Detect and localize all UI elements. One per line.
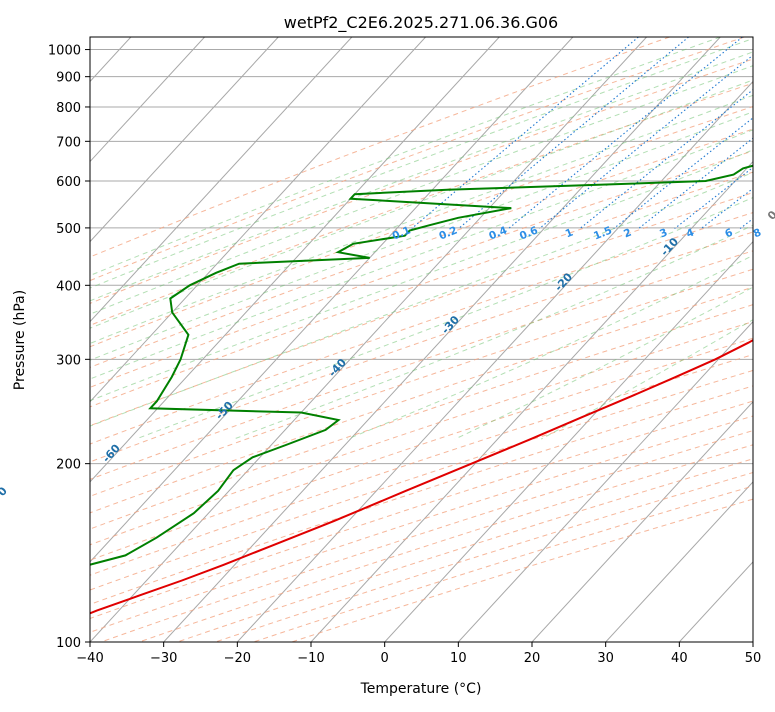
x-tick-label: −20 — [224, 651, 251, 666]
y-tick-label: 700 — [56, 135, 81, 150]
x-axis-label: Temperature (°C) — [360, 681, 482, 697]
isotherm-label: -60 — [100, 441, 123, 465]
dry-adiabat-line — [177, 37, 775, 642]
y-tick-label: 100 — [56, 636, 81, 651]
isotherm-line — [532, 37, 775, 642]
mixing-ratio-label: 0.4 — [487, 224, 509, 242]
dry-adiabat-line — [0, 37, 775, 642]
isotherm-line — [0, 37, 278, 642]
mixing-ratio-line — [509, 37, 743, 229]
mixing-ratio-label: 4 — [685, 227, 696, 241]
mixing-ratio-label: 0.6 — [518, 224, 540, 242]
isotherm-line — [679, 37, 775, 642]
mixing-ratio-label: 1 — [564, 227, 575, 241]
x-tick-label: 50 — [745, 651, 762, 666]
dry-adiabat-line — [0, 37, 775, 642]
isotherm-line — [164, 37, 721, 642]
mixing-ratio-line — [769, 37, 775, 229]
chart-title: wetPf2_C2E6.2025.271.06.36.G06 — [284, 13, 558, 33]
y-axis-label: Pressure (hPa) — [12, 290, 28, 390]
isotherm-line — [0, 37, 352, 642]
moist-adiabat-line — [0, 37, 757, 439]
dry-adiabat-line — [0, 37, 775, 642]
dry-adiabat-line — [0, 37, 744, 642]
background-lines — [0, 37, 775, 642]
dry-adiabat-line — [0, 37, 775, 642]
y-tick-label: 800 — [56, 101, 81, 116]
line-labels: -100-90-80-70-60-50-40-30-20-10010203040… — [0, 77, 775, 639]
mixing-ratio-label: 3 — [658, 227, 669, 241]
dry-adiabat-line — [0, 37, 775, 642]
dry-adiabat-line — [0, 37, 775, 642]
x-tick-label: 0 — [381, 651, 389, 666]
x-tick-label: −30 — [150, 651, 177, 666]
moist-adiabat-line — [136, 37, 775, 439]
dry-adiabat-line — [0, 37, 775, 642]
mixing-ratio-line — [675, 37, 775, 229]
dry-adiabat-line — [63, 37, 775, 642]
isotherm-line — [0, 37, 57, 642]
isotherm-label: 0 — [765, 208, 775, 223]
moist-adiabat-line — [541, 37, 775, 439]
dry-adiabat-line — [0, 37, 775, 642]
y-tick-label: 200 — [56, 458, 81, 473]
dry-adiabat-line — [0, 37, 775, 642]
dry-adiabat-line — [0, 37, 775, 642]
mixing-ratio-line — [539, 37, 775, 229]
isotherm-label: -30 — [439, 313, 462, 337]
mixing-ratio-label: 2 — [622, 227, 633, 241]
dry-adiabat-line — [0, 37, 775, 642]
dry-adiabat-line — [0, 37, 775, 642]
dry-adiabat-line — [0, 37, 775, 642]
isotherm-line — [90, 37, 647, 642]
x-tick-label: 40 — [671, 651, 688, 666]
isotherm-line — [0, 37, 426, 642]
y-tick-label: 500 — [56, 222, 81, 237]
isotherm-label: -70 — [0, 484, 10, 508]
y-tick-label: 1000 — [48, 44, 81, 59]
mixing-ratio-line — [639, 37, 775, 229]
dry-adiabat-line — [0, 37, 775, 642]
y-tick-label: 400 — [56, 279, 81, 294]
y-tick-label: 300 — [56, 353, 81, 368]
x-tick-label: 20 — [524, 651, 541, 666]
dry-adiabat-line — [0, 37, 775, 642]
moist-adiabat-line — [0, 37, 720, 439]
dry-adiabat-line — [0, 37, 775, 642]
isotherm-line — [311, 37, 775, 642]
x-tick-label: −40 — [76, 651, 103, 666]
dry-adiabat-line — [292, 37, 775, 642]
x-tick-label: 30 — [597, 651, 614, 666]
dry-adiabat-line — [215, 37, 775, 642]
mixing-ratio-line — [412, 37, 639, 229]
dry-adiabat-line — [0, 37, 775, 642]
isotherm-line — [458, 37, 775, 642]
y-tick-label: 600 — [56, 175, 81, 190]
mixing-ratio-line — [740, 37, 775, 229]
dry-adiabat-line — [0, 37, 775, 642]
x-tick-label: −10 — [297, 651, 324, 666]
dry-adiabat-line — [139, 37, 775, 642]
isotherm-line — [753, 37, 775, 642]
dry-adiabat-line — [101, 37, 775, 642]
y-tick-label: 900 — [56, 71, 81, 86]
x-tick-label: 10 — [450, 651, 467, 666]
mixing-ratio-line — [701, 37, 775, 229]
mixing-ratio-label: 6 — [723, 227, 734, 241]
